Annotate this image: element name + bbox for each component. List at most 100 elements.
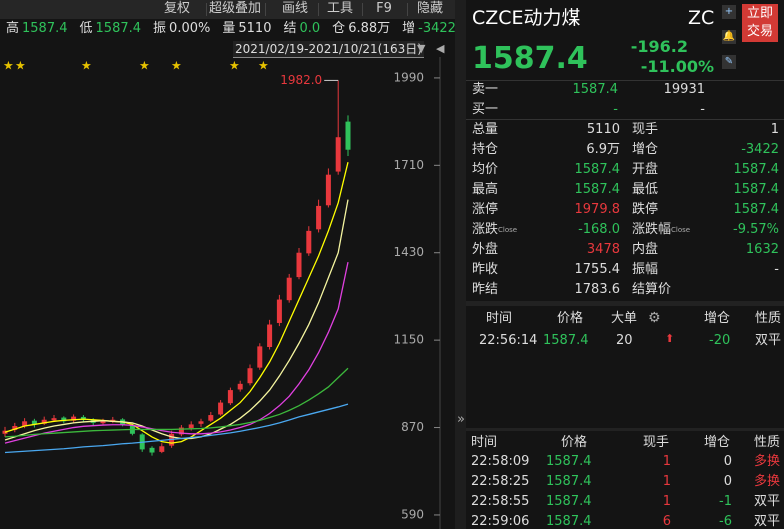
instrument-name: CZCE动力煤 [472, 7, 581, 29]
quote-label: 结 [283, 21, 297, 36]
stat-label: 昨结 [472, 282, 499, 297]
settings-icon[interactable]: ⚙ [648, 310, 661, 326]
range-arrow: ◀ [436, 42, 445, 55]
toolbar-separator [265, 3, 266, 16]
star: ★ [81, 59, 92, 73]
panel-icon[interactable]: ✎ [722, 55, 736, 69]
toolbar [0, 0, 455, 19]
stat-value: 1587.4 [574, 162, 621, 177]
moving-average-line [4, 162, 349, 444]
stat-value: -9.57% [733, 222, 779, 237]
toolbar-separator [206, 3, 207, 16]
toolbar-button[interactable]: 工具 [326, 1, 354, 16]
quote-label: 高 [6, 21, 20, 36]
candle-body [41, 419, 47, 424]
order-label: 卖一 [472, 82, 499, 97]
candle-body [325, 174, 331, 206]
direction-arrow: ⬆ [665, 332, 675, 345]
stat-value: 6.9万 [586, 142, 620, 157]
y-tick-label: 1430 [393, 245, 424, 259]
quote-value: 1587.4 [95, 21, 142, 36]
stat-label: 涨停 [472, 202, 499, 217]
candle-body [12, 425, 18, 431]
stat-label: 现手 [632, 122, 659, 137]
price-change: -196.2 [630, 37, 688, 56]
trade-button[interactable]: 立即交易 [742, 4, 778, 42]
tick-cell: 1587.4 [546, 474, 592, 489]
toolbar-button[interactable]: 超级叠加 [208, 1, 262, 16]
stat-value: -168.0 [578, 222, 620, 237]
stat-value: 1 [770, 122, 779, 137]
stat-value: 1587.4 [733, 162, 780, 177]
tick-cell: 多换 [754, 474, 781, 489]
stat-label: 涨跌幅Close [632, 222, 691, 237]
candle-body [71, 416, 77, 421]
separator [466, 80, 784, 81]
star: ★ [258, 59, 269, 73]
big-order-header: 大单 [611, 311, 638, 326]
tick-header: 增仓 [704, 435, 731, 450]
stat-value: 1755.4 [574, 262, 621, 277]
tick-cell: 1 [662, 494, 671, 509]
big-order-header: 价格 [557, 311, 584, 326]
stat-value: 1587.4 [733, 202, 780, 217]
order-price: 1587.4 [572, 82, 619, 97]
candle-body [296, 252, 302, 278]
quote-item: 量 5110 [222, 21, 271, 37]
tick-cell: 双平 [754, 514, 781, 529]
big-order-cell: 双平 [755, 333, 782, 348]
panel-gap [466, 428, 784, 431]
toolbar-button[interactable]: 复权 [163, 1, 191, 16]
tick-cell: 0 [723, 454, 732, 469]
panel-icon[interactable]: 🔔 [722, 30, 736, 44]
big-order-cell: 1587.4 [543, 333, 589, 348]
stat-label: 开盘 [632, 162, 659, 177]
quote-label: 仓 [332, 21, 346, 36]
price-change-pct: -11.00% [640, 57, 714, 76]
candle-body [61, 417, 67, 422]
candle-body [267, 324, 273, 348]
star: ★ [229, 59, 240, 73]
quote-item: 高 1587.4 [6, 21, 68, 37]
stat-label: 增仓 [632, 142, 659, 157]
candle-body [316, 205, 322, 230]
candle-body [80, 416, 86, 420]
candle-body [257, 346, 263, 368]
big-order-header: 增仓 [704, 311, 731, 326]
quote-value: 6.88万 [348, 21, 391, 36]
tick-cell: 1 [662, 474, 671, 489]
quote-item: 结 0.0 [283, 21, 320, 37]
stat-label: 振幅 [632, 262, 659, 277]
date-range[interactable]: 2021/02/19-2021/10/21(163日) [233, 41, 424, 58]
moving-average-line [4, 403, 349, 454]
stat-value: - [774, 262, 779, 277]
toolbar-button[interactable]: 隐藏 [416, 1, 444, 16]
stat-label: 昨收 [472, 262, 499, 277]
tick-cell: 22:58:09 [471, 454, 530, 469]
stat-value: 1632 [745, 242, 779, 257]
candle-body [227, 390, 233, 404]
stat-value: 1979.8 [574, 202, 621, 217]
tick-header: 现手 [643, 435, 670, 450]
stat-value: 5110 [586, 122, 620, 137]
moving-average-line [4, 199, 349, 441]
quote-item: 仓 6.88万 [332, 21, 390, 37]
big-order-cell: -20 [709, 333, 731, 348]
panel-icon[interactable]: + [722, 5, 736, 19]
toolbar-button[interactable]: 画线 [281, 1, 309, 16]
quote-item: 增 -3422 [402, 21, 456, 37]
stat-label: 均价 [472, 162, 499, 177]
tick-cell: 22:59:06 [471, 514, 530, 529]
quote-value: 1587.4 [22, 21, 68, 36]
quote-value: 0.00% [169, 21, 211, 36]
toolbar-button[interactable]: F9 [376, 1, 392, 16]
star: ★ [15, 59, 26, 73]
candle-body [208, 415, 214, 421]
collapse-button[interactable]: » [457, 412, 465, 427]
big-order-cell: 20 [616, 333, 633, 348]
candle-body [22, 421, 28, 427]
tick-header: 性质 [754, 435, 781, 450]
candle-body [345, 121, 351, 150]
